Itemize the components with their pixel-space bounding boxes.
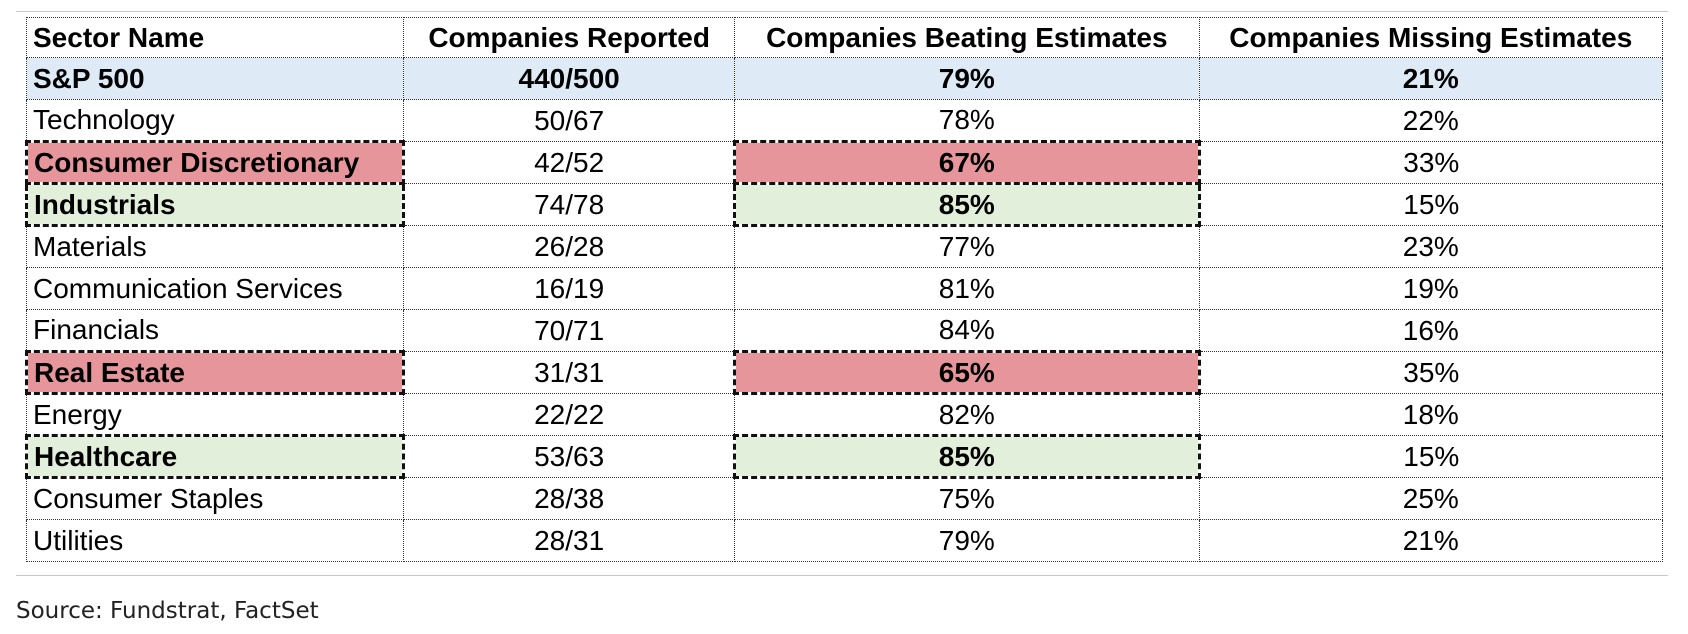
companies-missing-cell: 23% <box>1198 225 1664 268</box>
companies-beating-cell: 65% <box>733 350 1201 395</box>
companies-missing-cell: 19% <box>1198 267 1664 310</box>
table-row: Healthcare 53/63 85% 15% <box>24 434 1664 479</box>
sector-name-cell: Consumer Discretionary <box>24 140 406 185</box>
header-companies-missing: Companies Missing Estimates <box>1198 17 1664 58</box>
companies-beating-cell: 84% <box>734 309 1200 352</box>
companies-missing-cell: 15% <box>1198 435 1664 478</box>
table-row: Energy 22/22 82% 18% <box>25 393 1664 436</box>
table-row: Real Estate 31/31 65% 35% <box>24 350 1664 395</box>
table-row: Consumer Staples 28/38 75% 25% <box>25 477 1664 520</box>
sector-name-cell: Healthcare <box>24 434 406 479</box>
table-row: Utilities 28/31 79% 21% <box>25 519 1664 562</box>
companies-reported-cell: 22/22 <box>403 393 736 436</box>
companies-reported-cell: 70/71 <box>403 309 736 352</box>
table-row: Technology 50/67 78% 22% <box>25 99 1664 142</box>
companies-beating-cell: 79% <box>734 57 1200 100</box>
companies-reported-cell: 42/52 <box>403 141 736 184</box>
table-row: Consumer Discretionary 42/52 67% 33% <box>24 140 1664 185</box>
sector-name-cell: Financials <box>25 309 405 352</box>
sector-name-cell: Utilities <box>25 519 405 562</box>
sector-name-cell: Technology <box>25 99 405 142</box>
companies-beating-cell: 81% <box>734 267 1200 310</box>
companies-missing-cell: 35% <box>1198 351 1664 394</box>
companies-missing-cell: 18% <box>1198 393 1664 436</box>
companies-beating-cell: 78% <box>734 99 1200 142</box>
companies-reported-cell: 28/31 <box>403 519 736 562</box>
companies-beating-cell: 85% <box>733 182 1201 227</box>
header-sector-name: Sector Name <box>25 17 405 58</box>
table-row: Industrials 74/78 85% 15% <box>24 182 1664 227</box>
companies-reported-cell: 31/31 <box>403 351 736 394</box>
companies-missing-cell: 21% <box>1198 519 1664 562</box>
source-note: Source: Fundstrat, FactSet <box>16 598 319 624</box>
earnings-table: Sector Name Companies Reported Companies… <box>24 17 1664 562</box>
companies-missing-cell: 15% <box>1198 183 1664 226</box>
table-body: S&P 500 440/500 79% 21% Technology 50/67 78% 22… <box>24 57 1664 562</box>
companies-beating-cell: 77% <box>734 225 1200 268</box>
companies-beating-cell: 75% <box>734 477 1200 520</box>
sector-name-cell: Materials <box>25 225 405 268</box>
companies-reported-cell: 16/19 <box>403 267 736 310</box>
sector-name-cell: S&P 500 <box>25 57 405 100</box>
sector-name-cell: Consumer Staples <box>25 477 405 520</box>
companies-reported-cell: 440/500 <box>403 57 736 100</box>
companies-beating-cell: 67% <box>733 140 1201 185</box>
sector-name-cell: Communication Services <box>25 267 405 310</box>
companies-beating-cell: 85% <box>733 434 1201 479</box>
sector-name-cell: Industrials <box>24 182 406 227</box>
companies-reported-cell: 53/63 <box>403 435 736 478</box>
table-row: S&P 500 440/500 79% 21% <box>25 57 1664 100</box>
companies-reported-cell: 50/67 <box>403 99 736 142</box>
companies-missing-cell: 22% <box>1198 99 1664 142</box>
companies-beating-cell: 82% <box>734 393 1200 436</box>
companies-missing-cell: 25% <box>1198 477 1664 520</box>
table-row: Financials 70/71 84% 16% <box>25 309 1664 352</box>
sector-name-cell: Energy <box>25 393 405 436</box>
header-companies-beating: Companies Beating Estimates <box>734 17 1200 58</box>
companies-beating-cell: 79% <box>734 519 1200 562</box>
table-frame <box>16 11 1668 576</box>
table-row: Communication Services 16/19 81% 19% <box>25 267 1664 310</box>
companies-reported-cell: 26/28 <box>403 225 736 268</box>
companies-missing-cell: 33% <box>1198 141 1664 184</box>
header-row: Sector Name Companies Reported Companies… <box>25 17 1664 58</box>
companies-missing-cell: 16% <box>1198 309 1664 352</box>
companies-reported-cell: 74/78 <box>403 183 736 226</box>
sector-name-cell: Real Estate <box>24 350 406 395</box>
header-companies-reported: Companies Reported <box>403 17 736 58</box>
companies-reported-cell: 28/38 <box>403 477 736 520</box>
companies-missing-cell: 21% <box>1198 57 1664 100</box>
table-row: Materials 26/28 77% 23% <box>25 225 1664 268</box>
